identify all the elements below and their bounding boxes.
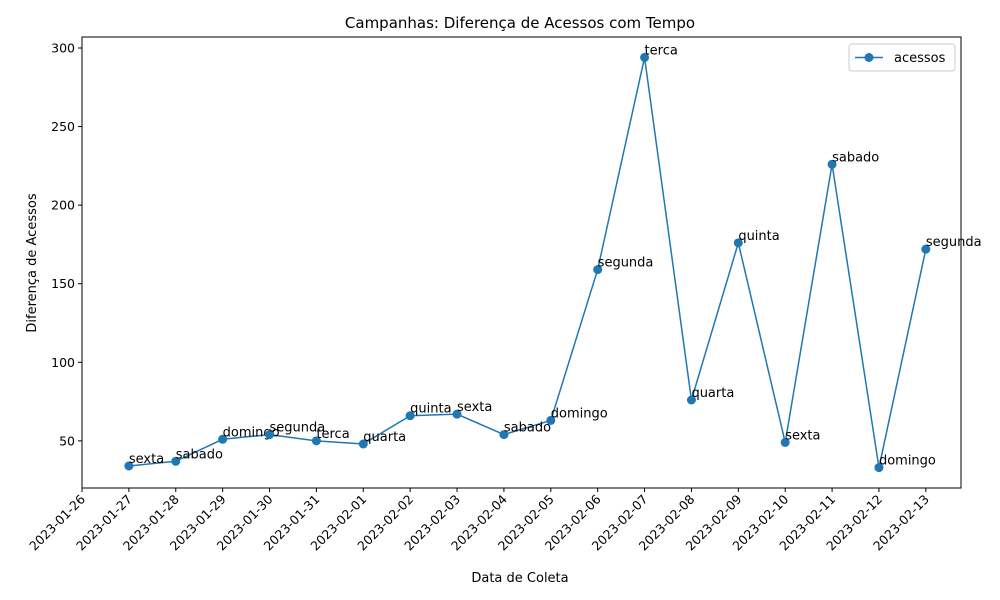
data-point xyxy=(640,52,650,62)
point-annotation: terca xyxy=(316,427,349,442)
point-annotation: domingo xyxy=(223,425,280,440)
data-point xyxy=(499,430,509,440)
plot-area: 501001502002503002023-01-262023-01-27202… xyxy=(26,36,982,553)
data-point xyxy=(405,411,415,421)
data-point xyxy=(733,238,743,248)
data-point xyxy=(593,265,603,275)
y-tick-label: 200 xyxy=(51,198,75,213)
x-axis-label: Data de Coleta xyxy=(471,571,568,586)
point-annotation: sexta xyxy=(129,452,164,467)
y-axis-label: Diferença de Acessos xyxy=(25,193,40,332)
point-annotation: sabado xyxy=(832,150,879,165)
y-tick-label: 50 xyxy=(59,433,75,448)
point-annotation: segunda xyxy=(598,256,654,271)
point-annotation: domingo xyxy=(551,406,608,421)
y-tick-label: 150 xyxy=(51,276,75,291)
point-annotation: segunda xyxy=(926,235,982,250)
data-point xyxy=(921,244,931,254)
legend-box xyxy=(848,43,956,72)
data-point xyxy=(311,436,321,446)
point-annotation: quinta xyxy=(410,402,451,417)
data-point xyxy=(780,437,790,447)
point-annotation: domingo xyxy=(879,454,936,469)
legend-label: acessos xyxy=(894,51,946,66)
chart-title: Campanhas: Diferença de Acessos com Temp… xyxy=(345,14,695,32)
axes-frame xyxy=(81,36,962,489)
y-tick-label: 250 xyxy=(51,119,75,134)
data-point xyxy=(358,439,368,449)
legend-marker xyxy=(864,53,874,62)
data-point xyxy=(874,463,884,473)
y-tick-label: 300 xyxy=(51,41,75,56)
data-point xyxy=(546,415,556,425)
data-point xyxy=(827,159,837,169)
point-annotation: quinta xyxy=(738,229,779,244)
point-annotation: quarta xyxy=(691,386,734,401)
legend: acessos xyxy=(848,43,956,72)
y-tick-label: 100 xyxy=(51,355,75,370)
data-point xyxy=(124,461,134,471)
data-point xyxy=(218,434,228,444)
point-annotation: segunda xyxy=(270,421,326,436)
point-annotation: sexta xyxy=(457,400,492,415)
data-point xyxy=(452,409,462,419)
data-point xyxy=(686,395,696,405)
series-line xyxy=(128,57,927,468)
point-annotation: sabado xyxy=(504,421,551,436)
point-annotation: terca xyxy=(645,43,678,58)
data-point xyxy=(171,456,181,466)
point-annotation: sexta xyxy=(785,428,820,443)
point-annotation: quarta xyxy=(363,430,406,445)
data-point xyxy=(265,430,275,440)
point-annotation: sabado xyxy=(176,447,223,462)
